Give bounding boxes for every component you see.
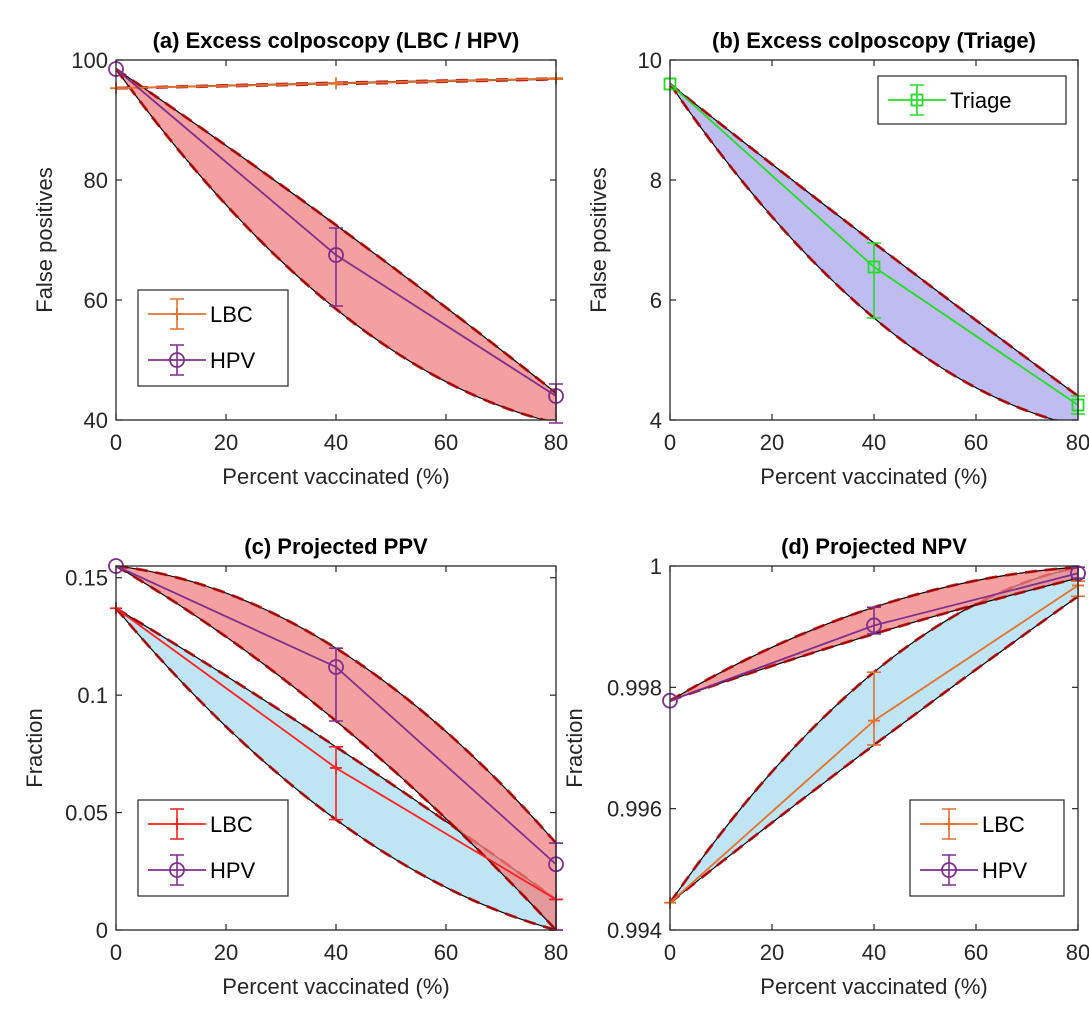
band-dashed-edge-hpv: [116, 68, 550, 420]
legend-marker-triage: [910, 93, 924, 107]
x-tick-label: 80: [544, 940, 568, 965]
legend-marker-lbc: [171, 308, 183, 320]
legend-box: [909, 799, 1065, 897]
x-tick-label: 20: [214, 430, 238, 455]
chart-title: (a) Excess colposcopy (LBC / HPV): [153, 28, 520, 53]
band-dashed-edge-hpv: [670, 576, 1078, 702]
y-tick-label: 8: [650, 168, 662, 193]
y-axis-label: Fraction: [562, 708, 587, 787]
y-tick-label: 0.996: [607, 797, 662, 822]
legend-label-lbc: LBC: [210, 302, 253, 327]
band-dashed-edge-hpv: [116, 566, 556, 845]
data-point-hpv: [866, 617, 882, 634]
x-tick-label: 40: [862, 430, 886, 455]
x-axis-label: Percent vaccinated (%): [222, 974, 449, 999]
legend-marker-hpv: [941, 862, 957, 878]
y-axis-label: Fraction: [22, 708, 47, 787]
legend-label-triage: Triage: [950, 88, 1012, 113]
x-tick-label: 60: [434, 940, 458, 965]
x-tick-label: 80: [1066, 430, 1089, 455]
band-dashed-edge-triage: [670, 82, 1078, 398]
legend-errorbar-hpv: [170, 854, 184, 886]
y-tick-label: 0.994: [607, 918, 662, 943]
x-tick-label: 80: [1066, 940, 1089, 965]
legend-label-hpv: HPV: [210, 858, 256, 883]
x-axis-label: Percent vaccinated (%): [222, 464, 449, 489]
y-tick-label: 0: [96, 918, 108, 943]
chart-title: (c) Projected PPV: [244, 534, 428, 559]
legend-errorbar-hpv: [942, 854, 956, 886]
data-point-lbc: [868, 714, 880, 727]
panel-c: 0 20 40 60 80 0 0.05 0.1 0.15 (c) Projected PPV Pe…: [22, 534, 568, 999]
legend-box: [137, 799, 289, 897]
x-tick-label: 20: [214, 940, 238, 965]
y-axis-label: False positives: [32, 167, 57, 313]
y-tick-label: 6: [650, 288, 662, 313]
legend-marker-lbc: [171, 818, 183, 830]
legend-errorbar-triage: [910, 84, 924, 116]
y-tick-label: 60: [84, 288, 108, 313]
x-tick-label: 40: [324, 430, 348, 455]
x-axis-label: Percent vaccinated (%): [760, 974, 987, 999]
x-tick-label: 0: [664, 430, 676, 455]
legend-marker-hpv: [169, 352, 185, 368]
data-point-hpv: [328, 247, 344, 263]
y-axis-label: False positives: [586, 167, 611, 313]
legend-label-hpv: HPV: [210, 348, 256, 373]
error-bar-lbc: [867, 671, 881, 746]
x-tick-label: 80: [544, 430, 568, 455]
y-tick-label: 0.15: [65, 566, 108, 591]
x-tick-label: 20: [760, 940, 784, 965]
legend-errorbar-hpv: [170, 344, 184, 376]
x-tick-label: 0: [110, 940, 122, 965]
data-point-lbc: [330, 77, 342, 90]
error-bar-lbc: [329, 746, 343, 821]
band-dashed-edge-lbc: [670, 595, 1078, 904]
legend: LBC HPV: [909, 799, 1065, 897]
panel-b: 0 20 40 60 80 4 6 8 10 (b) Excess colposcopy (Tri…: [586, 28, 1089, 489]
y-tick-label: 0.1: [77, 683, 108, 708]
x-tick-label: 0: [664, 940, 676, 965]
legend-marker-hpv: [169, 862, 185, 878]
x-tick-label: 60: [434, 430, 458, 455]
error-bar-hpv: [867, 606, 881, 635]
panel-d: 0 20 40 60 80 0.994 0.996 0.998 1 (d) Projected N…: [562, 534, 1089, 999]
legend: Triage: [877, 75, 1067, 125]
data-point-lbc: [330, 761, 342, 774]
legend-label-hpv: HPV: [982, 858, 1028, 883]
chart-title: (b) Excess colposcopy (Triage): [712, 28, 1036, 53]
x-tick-label: 40: [862, 940, 886, 965]
legend-marker-lbc: [943, 818, 955, 830]
panel-a: 0 20 40 60 80 40 60 80 100 (a) Excess colposcopy …: [32, 28, 568, 489]
x-axis-label: Percent vaccinated (%): [760, 464, 987, 489]
legend: LBC HPV: [137, 799, 289, 897]
band-dashed-edge-hpv: [116, 67, 556, 395]
x-tick-label: 0: [110, 430, 122, 455]
x-tick-label: 60: [964, 430, 988, 455]
legend-label-lbc: LBC: [210, 812, 253, 837]
y-tick-label: 4: [650, 408, 662, 433]
error-bar-hpv: [329, 227, 343, 307]
error-bar-triage: [867, 242, 881, 319]
chart-title: (d) Projected NPV: [781, 534, 967, 559]
data-point-hpv: [328, 659, 344, 675]
x-tick-label: 20: [760, 430, 784, 455]
y-tick-label: 80: [84, 168, 108, 193]
y-tick-label: 1: [650, 554, 662, 579]
y-tick-label: 40: [84, 408, 108, 433]
legend-label-lbc: LBC: [982, 812, 1025, 837]
y-tick-label: 10: [638, 48, 662, 73]
data-point-triage: [867, 260, 881, 274]
y-tick-label: 100: [71, 48, 108, 73]
x-tick-label: 40: [324, 940, 348, 965]
y-tick-label: 0.05: [65, 801, 108, 826]
x-tick-label: 60: [964, 940, 988, 965]
y-tick-label: 0.998: [607, 675, 662, 700]
legend-box: [137, 289, 289, 387]
legend: LBC HPV: [137, 289, 289, 387]
